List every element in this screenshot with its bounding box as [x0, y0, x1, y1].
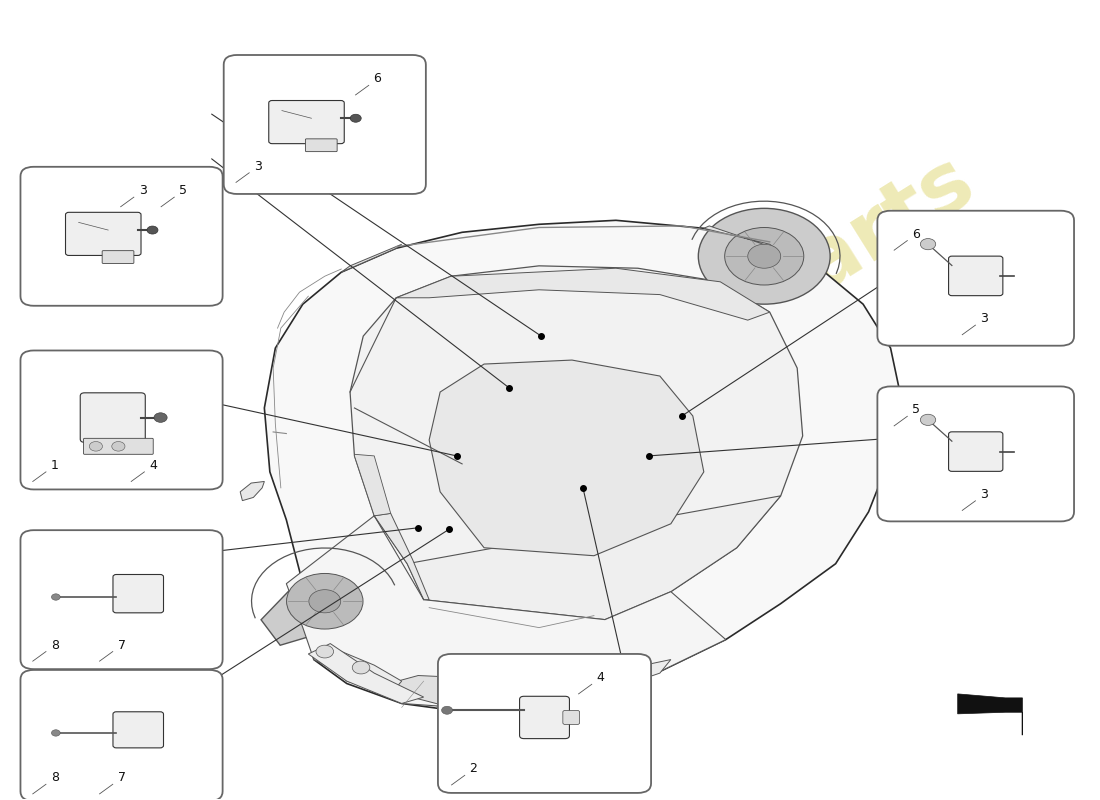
Polygon shape	[407, 496, 781, 620]
Text: 2: 2	[470, 762, 477, 775]
Circle shape	[154, 413, 167, 422]
Text: 4: 4	[150, 459, 157, 472]
Polygon shape	[374, 675, 572, 713]
FancyBboxPatch shape	[113, 574, 164, 613]
Text: 8: 8	[51, 771, 58, 785]
Text: 6: 6	[374, 73, 382, 86]
FancyBboxPatch shape	[80, 393, 145, 442]
Circle shape	[450, 668, 463, 678]
FancyBboxPatch shape	[21, 530, 222, 669]
Circle shape	[112, 442, 125, 451]
Text: 3: 3	[980, 312, 988, 326]
Text: 7: 7	[118, 638, 125, 652]
FancyBboxPatch shape	[519, 696, 570, 738]
Polygon shape	[354, 454, 390, 516]
Text: 3: 3	[254, 160, 262, 173]
FancyBboxPatch shape	[878, 210, 1074, 346]
Text: 5: 5	[912, 403, 920, 417]
Circle shape	[89, 442, 102, 451]
Polygon shape	[264, 220, 902, 713]
Circle shape	[475, 673, 488, 682]
Polygon shape	[321, 649, 402, 694]
Polygon shape	[429, 360, 704, 556]
Polygon shape	[308, 643, 424, 703]
Polygon shape	[341, 244, 402, 272]
FancyBboxPatch shape	[21, 167, 222, 306]
FancyBboxPatch shape	[113, 712, 164, 748]
Text: 3: 3	[980, 488, 988, 501]
FancyBboxPatch shape	[438, 654, 651, 793]
FancyBboxPatch shape	[66, 212, 141, 255]
Text: 8: 8	[51, 638, 58, 652]
Circle shape	[698, 208, 830, 304]
Circle shape	[725, 227, 804, 285]
Polygon shape	[561, 659, 671, 699]
Circle shape	[921, 414, 936, 426]
FancyBboxPatch shape	[948, 432, 1003, 471]
Text: a passion for parts since 1985: a passion for parts since 1985	[463, 416, 703, 575]
Circle shape	[441, 706, 452, 714]
Circle shape	[921, 238, 936, 250]
Circle shape	[748, 244, 781, 268]
FancyBboxPatch shape	[948, 256, 1003, 296]
Circle shape	[352, 661, 370, 674]
Polygon shape	[350, 266, 803, 628]
Circle shape	[52, 730, 60, 736]
Text: GiordanoParts: GiordanoParts	[375, 139, 989, 565]
FancyBboxPatch shape	[84, 438, 153, 454]
FancyBboxPatch shape	[21, 350, 222, 490]
Text: 7: 7	[118, 771, 125, 785]
Circle shape	[499, 676, 513, 686]
Circle shape	[287, 574, 363, 629]
Text: 5: 5	[179, 184, 187, 198]
Circle shape	[316, 645, 333, 658]
Polygon shape	[261, 555, 388, 646]
FancyBboxPatch shape	[102, 250, 134, 263]
FancyBboxPatch shape	[223, 55, 426, 194]
Polygon shape	[286, 516, 726, 713]
FancyBboxPatch shape	[268, 101, 344, 144]
Polygon shape	[396, 268, 770, 320]
Circle shape	[350, 114, 361, 122]
Circle shape	[309, 590, 341, 613]
Polygon shape	[240, 482, 264, 501]
FancyBboxPatch shape	[878, 386, 1074, 522]
Polygon shape	[704, 226, 776, 248]
Polygon shape	[958, 694, 1022, 735]
FancyBboxPatch shape	[306, 139, 337, 152]
Text: 6: 6	[912, 228, 920, 241]
FancyBboxPatch shape	[563, 710, 580, 725]
Polygon shape	[374, 514, 429, 600]
Text: 3: 3	[139, 184, 146, 198]
FancyBboxPatch shape	[21, 670, 222, 800]
Text: 1: 1	[51, 459, 58, 472]
Circle shape	[52, 594, 60, 600]
Circle shape	[147, 226, 158, 234]
Text: 4: 4	[596, 671, 605, 685]
